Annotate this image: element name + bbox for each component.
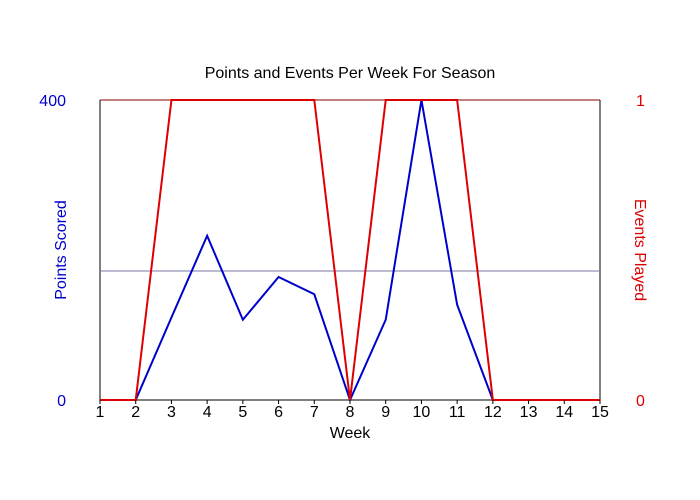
y-right-tick-label: 1 bbox=[636, 93, 645, 110]
y-right-axis-label: Events Played bbox=[631, 199, 648, 301]
x-tick-label: 7 bbox=[310, 404, 319, 421]
series-line-points-scored bbox=[100, 99, 600, 403]
y-left-axis-label: Points Scored bbox=[53, 200, 70, 300]
chart-title: Points and Events Per Week For Season bbox=[205, 65, 496, 82]
y-left-tick-label: 400 bbox=[39, 93, 66, 110]
x-tick-label: 4 bbox=[203, 404, 212, 421]
series-layer bbox=[100, 99, 600, 403]
x-tick-label: 11 bbox=[449, 404, 466, 421]
x-axis-ticks: 1 2 3 4 5 6 7 8 9 10 11 12 13 14 15 bbox=[96, 400, 609, 421]
x-tick-label: 15 bbox=[591, 404, 609, 421]
x-tick-label: 1 bbox=[96, 404, 105, 421]
x-tick-label: 3 bbox=[167, 404, 176, 421]
x-tick-label: 2 bbox=[131, 404, 140, 421]
y-left-tick-label: 0 bbox=[57, 393, 66, 410]
x-tick-label: 6 bbox=[274, 404, 283, 421]
x-axis-label: Week bbox=[330, 425, 372, 442]
x-tick-label: 13 bbox=[520, 404, 538, 421]
x-tick-label: 10 bbox=[413, 404, 431, 421]
plot-frame bbox=[99, 99, 601, 401]
y-right-tick-label: 0 bbox=[636, 393, 645, 410]
x-tick-label: 9 bbox=[381, 404, 390, 421]
series-line-events-played bbox=[100, 99, 600, 401]
y-left-axis-ticks: 0 400 bbox=[39, 93, 66, 410]
x-tick-label: 12 bbox=[484, 404, 502, 421]
y-right-axis-ticks: 01 bbox=[636, 93, 645, 410]
x-tick-label: 14 bbox=[555, 404, 573, 421]
x-tick-label: 5 bbox=[238, 404, 247, 421]
x-tick-label: 8 bbox=[346, 404, 355, 421]
